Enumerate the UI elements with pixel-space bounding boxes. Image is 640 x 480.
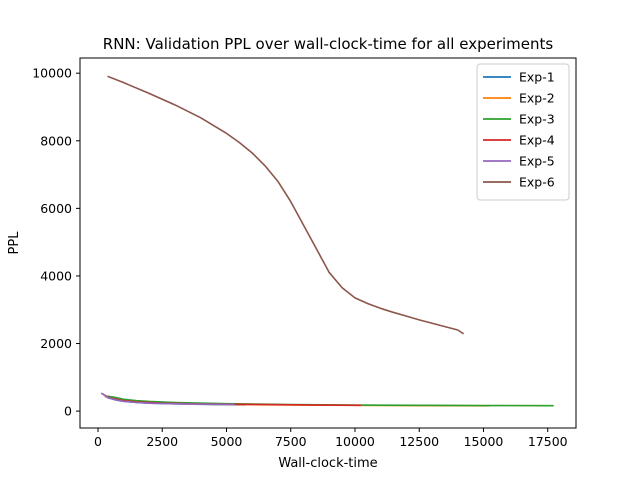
series-line-6 (107, 75, 465, 335)
y-tick-label: 10000 (32, 66, 72, 81)
y-tick-label: 2000 (40, 336, 72, 351)
x-tick-label: 12500 (399, 434, 439, 449)
legend-label-5: Exp-5 (519, 154, 555, 169)
x-tick-label: 5000 (211, 434, 243, 449)
legend-label-2: Exp-2 (519, 91, 555, 106)
x-axis-ticks: 0 2500 5000 7500 10000 12500 15000 17500 (94, 428, 568, 449)
chart-title: RNN: Validation PPL over wall-clock-time… (103, 35, 554, 53)
legend-label-6: Exp-6 (519, 175, 555, 190)
x-tick-label: 7500 (275, 434, 307, 449)
x-axis-label: Wall-clock-time (278, 456, 377, 471)
y-tick-label: 0 (64, 404, 72, 419)
series-line-3 (107, 395, 554, 407)
y-axis-label: PPL (7, 231, 22, 255)
legend-label-1: Exp-1 (519, 70, 555, 85)
legend-label-4: Exp-4 (519, 133, 555, 148)
y-axis-ticks: 0 2000 4000 6000 8000 10000 (32, 66, 80, 419)
y-tick-label: 4000 (40, 268, 72, 283)
x-tick-label: 2500 (146, 434, 178, 449)
x-tick-label: 17500 (528, 434, 568, 449)
y-tick-label: 6000 (40, 201, 72, 216)
x-tick-label: 0 (94, 434, 102, 449)
legend-label-3: Exp-3 (519, 112, 555, 127)
x-tick-label: 10000 (335, 434, 375, 449)
plot-frame (79, 57, 577, 429)
series-line-5 (100, 392, 236, 406)
plot-lines (100, 75, 554, 407)
x-tick-label: 15000 (464, 434, 504, 449)
y-tick-label: 8000 (40, 133, 72, 148)
legend: Exp-1 Exp-2 Exp-3 Exp-4 Exp-5 Exp-6 (476, 63, 570, 201)
